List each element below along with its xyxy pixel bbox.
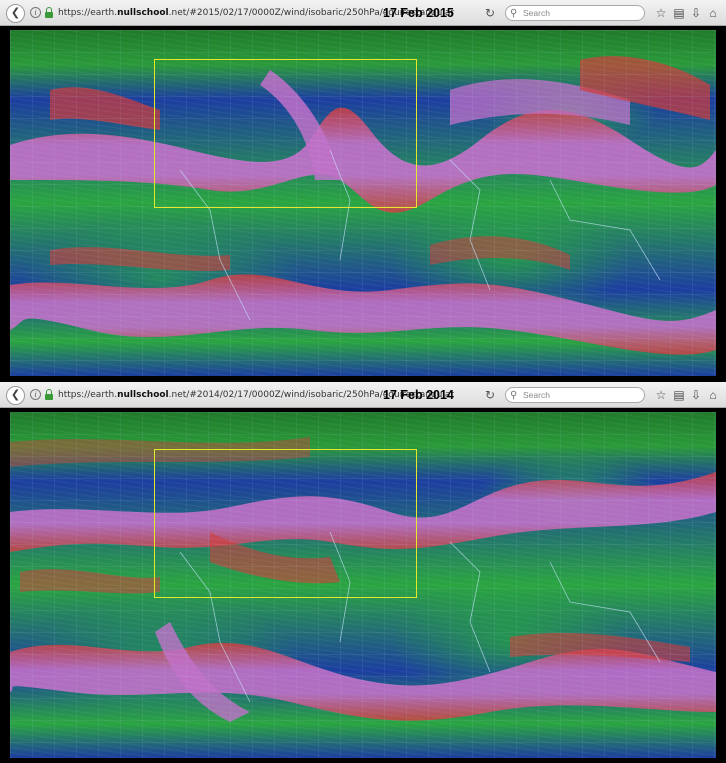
search-placeholder: Search [523,390,550,400]
reload-icon[interactable]: ↻ [484,6,496,20]
lat-lon-grid [10,30,716,376]
url-suffix: .net/#2015/02/17/0000Z/wind/isobaric/250… [168,8,455,18]
url-suffix: .net/#2014/02/17/0000Z/wind/isobaric/250… [168,390,455,400]
wind-map[interactable] [10,412,716,758]
url-prefix: https://earth. [58,8,118,18]
wind-band [260,70,340,180]
jet-stream-north [10,107,716,213]
home-icon[interactable]: ⌂ [709,6,717,20]
wind-band [210,532,340,584]
url-bar[interactable]: https://earth.nullschool.net/#2015/02/17… [58,7,454,19]
url-bar[interactable]: https://earth.nullschool.net/#2014/02/17… [58,389,454,401]
browser-panel-2015: ❮ i https://earth.nullschool.net/#2015/0… [0,0,726,376]
wind-band [155,622,250,722]
wind-speed-bands [10,437,716,722]
wind-band [20,569,160,594]
browser-toolbar: ❮ i https://earth.nullschool.net/#2014/0… [0,382,726,408]
search-input[interactable]: ⚲ Search [505,5,645,21]
date-label: 17 Feb 2014 [383,388,454,402]
wind-band [10,437,310,467]
search-icon: ⚲ [510,390,518,401]
info-icon[interactable]: i [30,389,41,400]
search-icon: ⚲ [510,8,518,19]
wind-streamlines [10,30,716,376]
lock-icon [45,389,53,400]
wind-band [430,236,570,270]
url-prefix: https://earth. [58,390,118,400]
reload-icon[interactable]: ↻ [484,388,496,402]
url-domain: nullschool [117,390,169,400]
wind-band [50,87,160,130]
back-icon[interactable]: ❮ [6,386,25,405]
highlight-box [154,449,417,598]
jet-stream-south [10,274,716,355]
wind-band [50,247,230,272]
home-icon[interactable]: ⌂ [709,388,717,402]
browser-panel-2014: ❮ i https://earth.nullschool.net/#2014/0… [0,382,726,763]
search-input[interactable]: ⚲ Search [505,387,645,403]
download-icon[interactable]: ⇩ [690,6,702,20]
reading-list-icon[interactable]: ▤ [673,388,685,402]
wind-speed-bands [10,56,716,355]
back-icon[interactable]: ❮ [6,4,25,23]
star-icon[interactable]: ☆ [655,388,667,402]
reading-list-icon[interactable]: ▤ [673,6,685,20]
coastline [179,531,661,703]
download-icon[interactable]: ⇩ [690,388,702,402]
jet-stream-north [10,472,716,552]
date-label: 17 Feb 2015 [383,6,454,20]
wind-streamlines [10,412,716,758]
url-domain: nullschool [117,8,169,18]
highlight-box [154,59,417,208]
coastline [179,149,661,321]
star-icon[interactable]: ☆ [655,6,667,20]
lat-lon-grid [10,412,716,758]
wind-band [510,632,690,662]
wind-map[interactable] [10,30,716,376]
wind-band [580,56,710,120]
info-icon[interactable]: i [30,7,41,18]
lock-icon [45,7,53,18]
search-placeholder: Search [523,8,550,18]
browser-toolbar: ❮ i https://earth.nullschool.net/#2015/0… [0,0,726,26]
